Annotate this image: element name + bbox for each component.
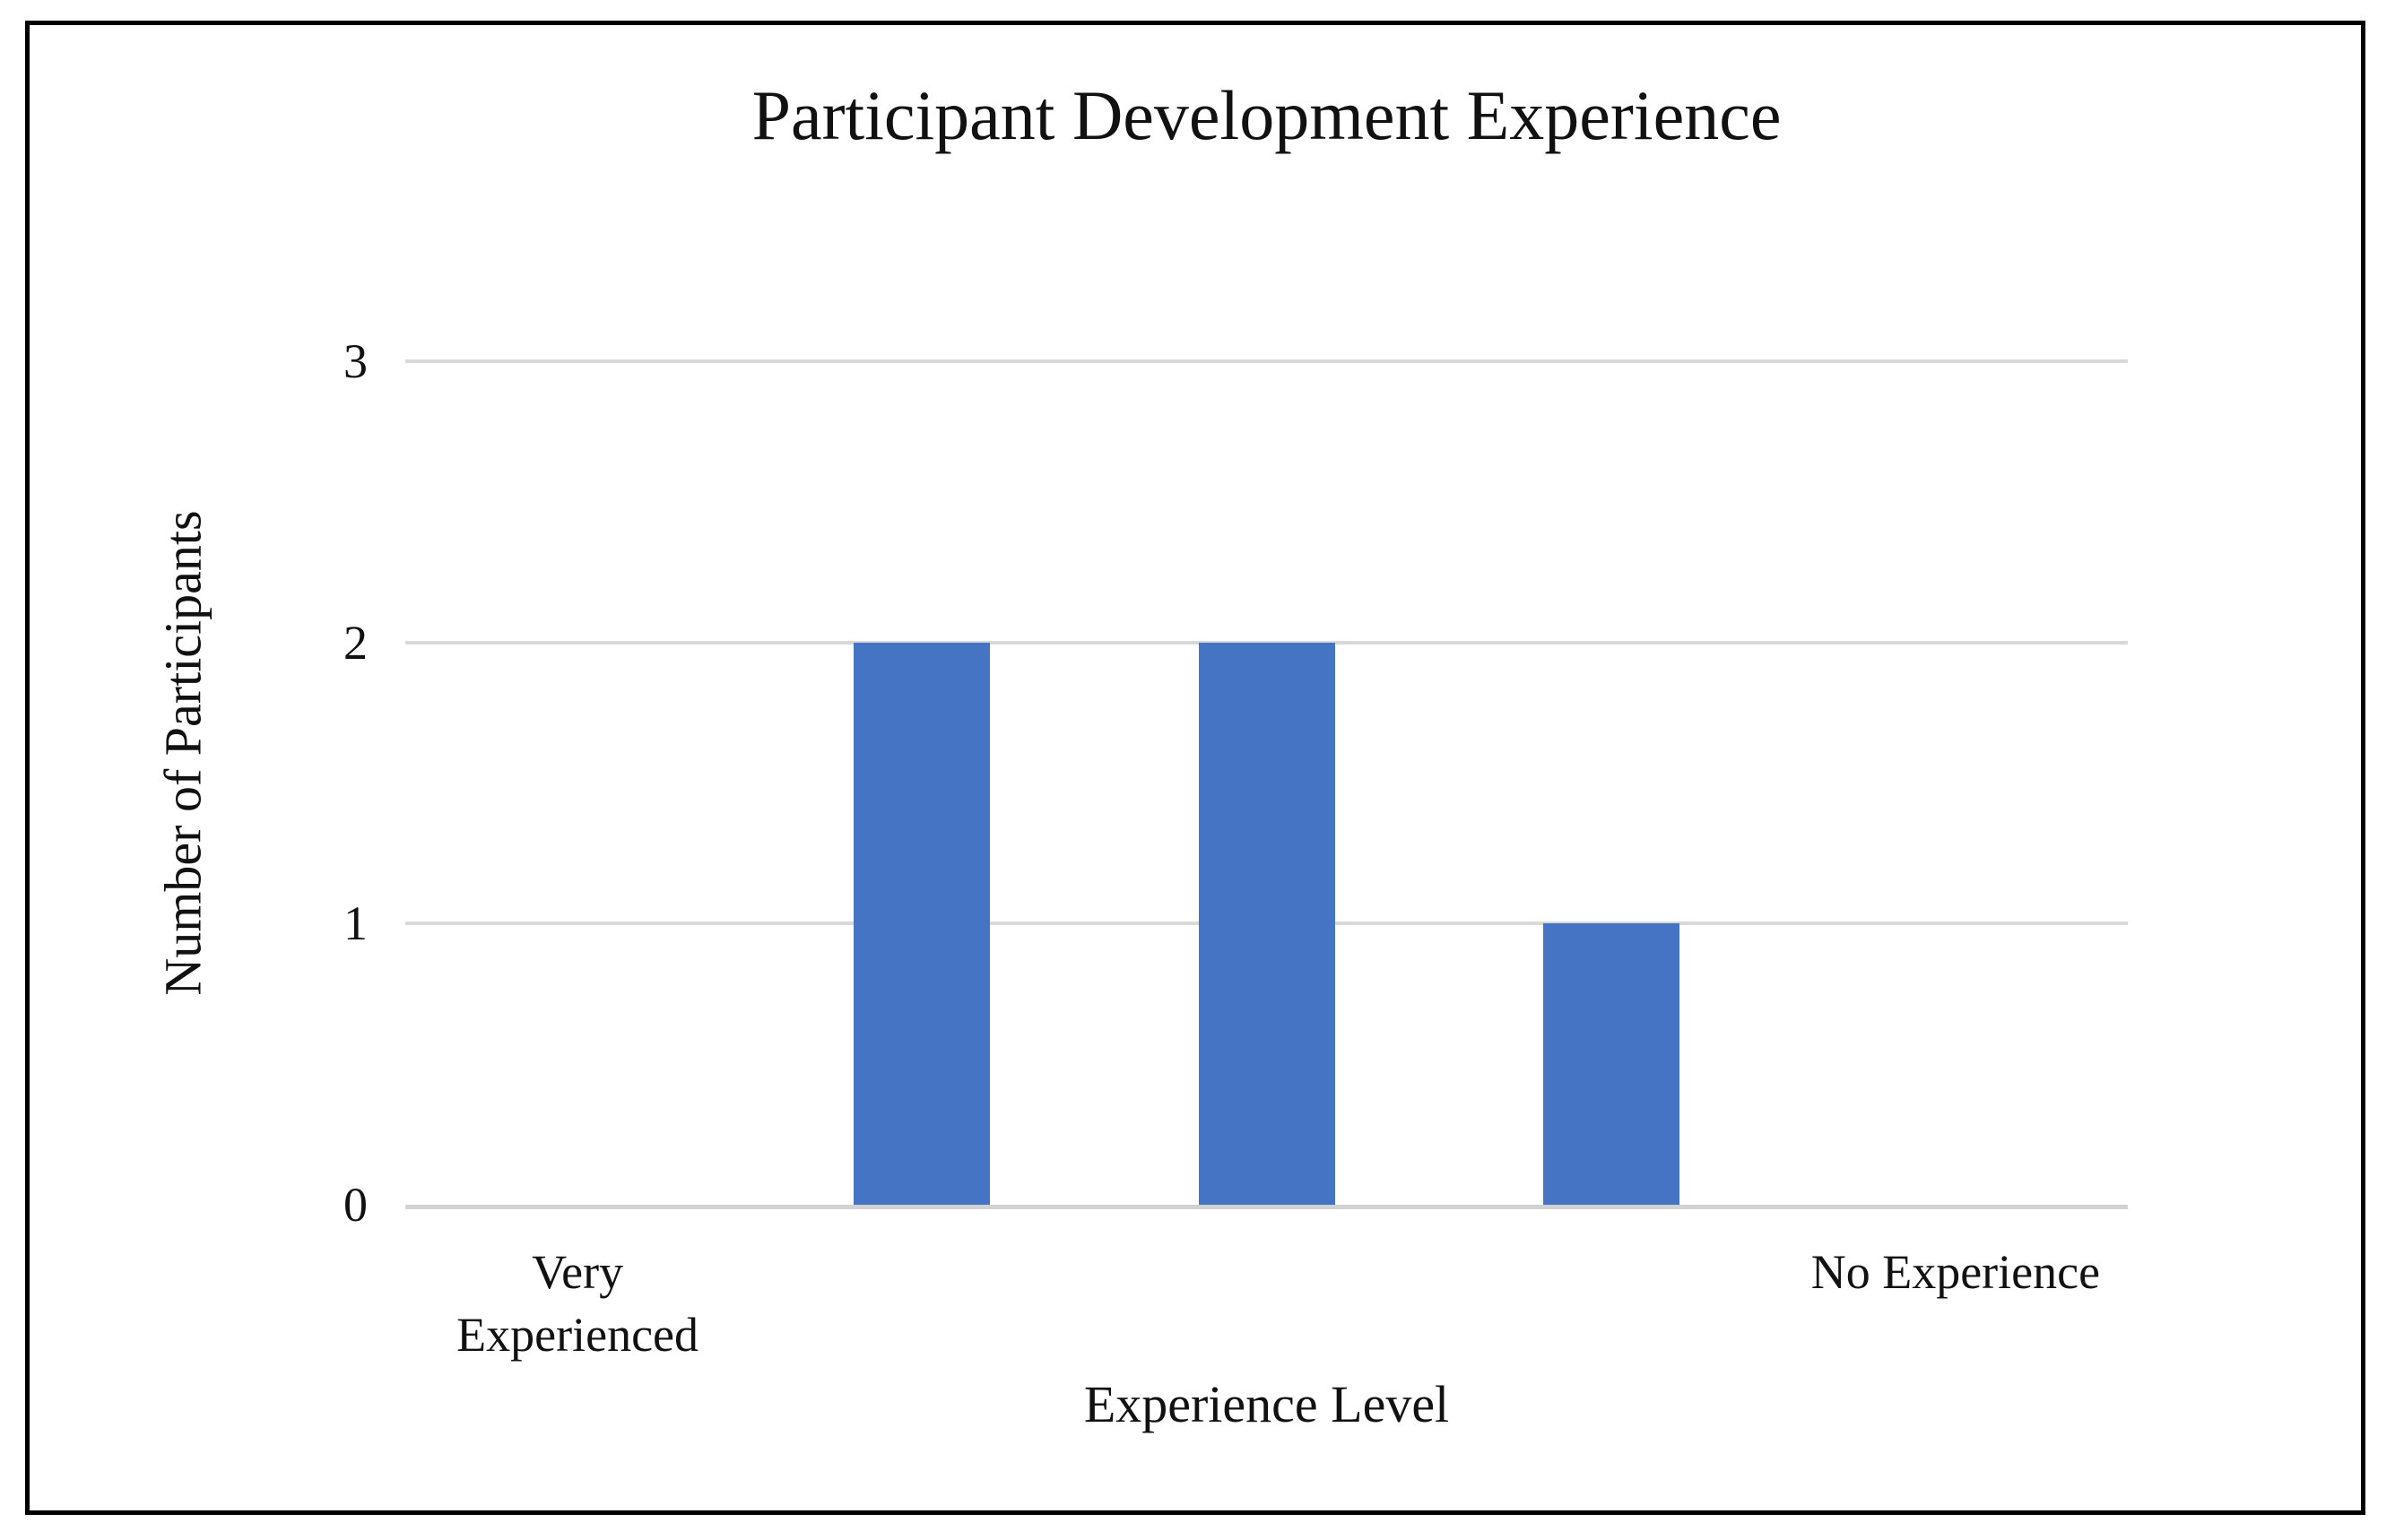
y-tick-label: 3: [343, 334, 368, 388]
chart-title: Participant Development Experience: [751, 76, 1782, 154]
y-axis-title: Number of Participants: [153, 510, 213, 996]
chart-frame: [25, 21, 2365, 1515]
y-tick-label: 1: [343, 896, 368, 951]
y-tick-label: 0: [343, 1178, 368, 1232]
y-tick-label: 2: [343, 615, 368, 670]
bar: [854, 642, 991, 1205]
gridline: [405, 359, 2128, 363]
x-category-label: Very Experienced: [456, 1245, 699, 1362]
x-category-label: No Experience: [1810, 1245, 2101, 1299]
bar: [1198, 642, 1335, 1205]
x-axis-line: [405, 1205, 2128, 1209]
x-axis-title: Experience Level: [1083, 1375, 1450, 1433]
bar: [1542, 923, 1679, 1205]
